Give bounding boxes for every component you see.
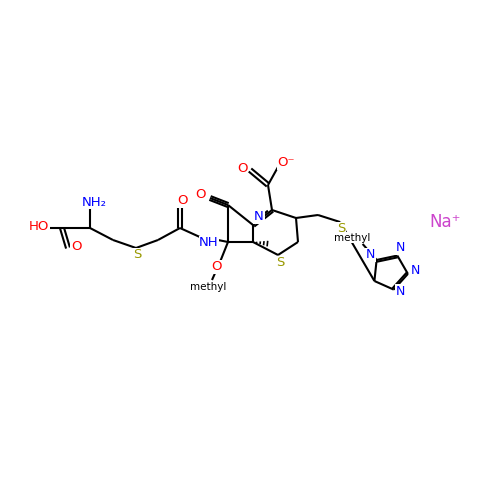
Text: N: N: [396, 241, 405, 254]
Text: O: O: [177, 194, 187, 207]
Text: O⁻: O⁻: [277, 156, 295, 170]
Text: N: N: [254, 210, 264, 224]
Text: HO: HO: [29, 220, 49, 232]
Text: S: S: [276, 256, 284, 270]
Text: O: O: [195, 188, 205, 202]
Text: Na⁺: Na⁺: [429, 213, 461, 231]
Text: N: N: [396, 285, 406, 298]
Text: S: S: [337, 222, 345, 235]
Text: N: N: [411, 264, 420, 278]
Text: NH₂: NH₂: [82, 196, 106, 208]
Text: S: S: [133, 248, 141, 262]
Text: O: O: [211, 260, 221, 274]
Text: N: N: [366, 248, 376, 262]
Text: methyl: methyl: [334, 233, 371, 243]
Text: O: O: [71, 240, 81, 252]
Text: NH: NH: [199, 236, 219, 250]
Text: methyl: methyl: [190, 282, 226, 292]
Text: O: O: [237, 162, 247, 174]
